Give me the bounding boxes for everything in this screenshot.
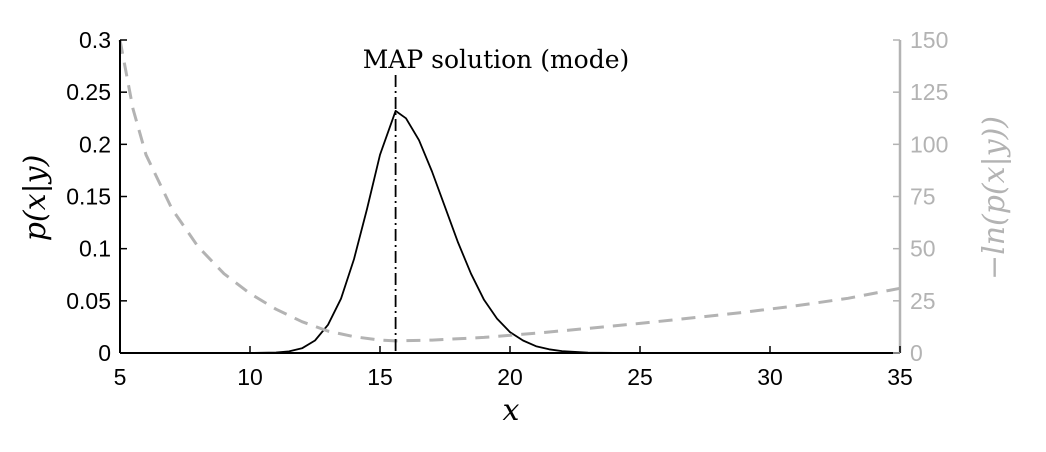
right-y-tick-label: 50 — [910, 236, 936, 262]
left-y-tick-label: 0.1 — [79, 236, 111, 262]
left-y-axis-label: p(x|y) — [18, 155, 53, 242]
right-y-axis-label: −ln(p(x|y)) — [977, 116, 1012, 280]
x-tick-label: 30 — [757, 364, 783, 390]
posterior-line — [120, 110, 900, 354]
left-y-tick-label: 0.25 — [66, 79, 111, 105]
x-tick-label: 25 — [627, 364, 653, 390]
left-y-tick-label: 0.15 — [66, 184, 111, 210]
series-layer — [118, 39, 901, 354]
neg-log-posterior-line — [118, 39, 901, 343]
left-y-tick-label: 0.05 — [66, 288, 111, 314]
ticks-layer: 5 10 15 20 25 30 3500.050.10.150.20.250.302550… — [66, 27, 948, 390]
right-y-tick-label: 25 — [910, 288, 936, 314]
x-tick-label: 5 — [114, 364, 127, 390]
right-y-tick-label: 0 — [910, 340, 923, 366]
left-y-tick-label: 0.2 — [79, 131, 111, 157]
right-y-tick-label: 75 — [910, 184, 936, 210]
left-y-tick-label: 0 — [98, 340, 111, 366]
x-tick-label: 35 — [887, 364, 913, 390]
right-y-tick-label: 150 — [910, 27, 948, 53]
annotation-layer: MAP solution (mode) — [363, 45, 630, 353]
map-annotation: MAP solution (mode) — [363, 45, 630, 74]
x-tick-label: 15 — [367, 364, 393, 390]
x-axis-label: x — [503, 393, 520, 428]
labels-layer: x p(x|y) −ln(p(x|y)) — [18, 116, 1012, 428]
right-y-tick-label: 125 — [910, 79, 948, 105]
right-y-tick-label: 100 — [910, 131, 948, 157]
left-y-tick-label: 0.3 — [79, 27, 111, 53]
x-tick-label: 10 — [237, 364, 263, 390]
x-tick-label: 20 — [497, 364, 523, 390]
